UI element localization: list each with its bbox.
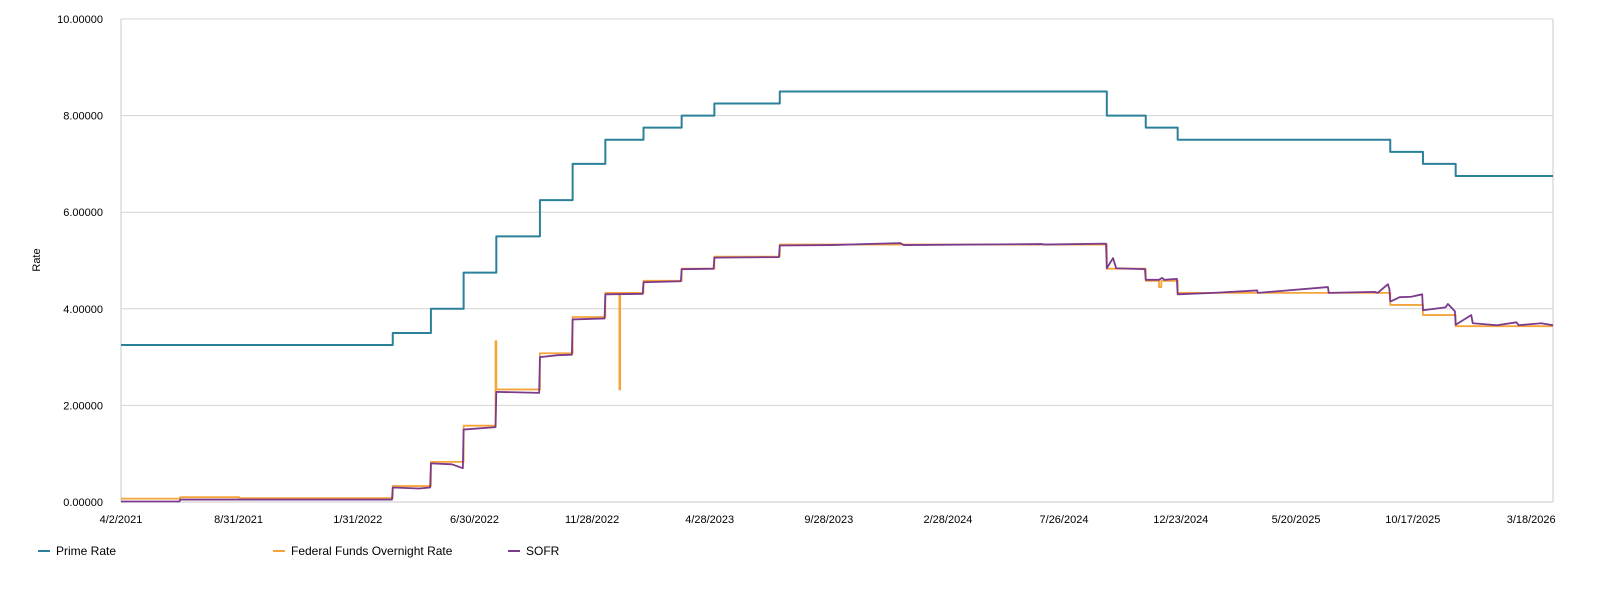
x-tick-label: 1/31/2022 [333, 514, 382, 526]
series-line-3 [121, 242, 1554, 503]
legend: Prime Rate Federal Funds Overnight Rate SO… [38, 544, 560, 558]
y-tick-label: 6.00000 [63, 207, 103, 219]
y-tick-label: 8.00000 [63, 111, 103, 123]
series-line-2 [121, 243, 1553, 500]
x-tick-label: 6/30/2022 [450, 514, 499, 526]
y-tick-label: 10.00000 [57, 14, 103, 26]
x-tick-label: 11/28/2022 [565, 514, 619, 526]
x-tick-label: 5/20/2025 [1272, 514, 1321, 526]
legend-label: Federal Funds Overnight Rate [291, 544, 453, 558]
legend-label: SOFR [526, 544, 560, 558]
plot-frame [120, 19, 1554, 503]
y-tick-label: 0.00000 [63, 497, 103, 509]
x-tick-label: 9/28/2023 [804, 514, 853, 526]
series-lines [121, 90, 1554, 503]
series-line-1 [121, 90, 1553, 347]
legend-label: Prime Rate [56, 544, 116, 558]
x-tick-label: 2/28/2024 [923, 514, 972, 526]
x-tick-label: 7/26/2024 [1040, 514, 1089, 526]
x-tick-label: 10/17/2025 [1385, 514, 1440, 526]
x-tick-label: 12/23/2024 [1153, 514, 1208, 526]
x-tick-label: 4/28/2023 [685, 514, 734, 526]
x-tick-label: 8/31/2021 [214, 514, 263, 526]
y-axis-title: Rate [31, 248, 43, 271]
y-tick-label: 2.00000 [63, 400, 103, 412]
y-tick-label: 4.00000 [63, 304, 103, 316]
y-tick-labels: 0.00000 2.00000 4.00000 6.00000 8.00000 10.00… [57, 14, 103, 509]
x-tick-label: 4/2/2021 [100, 514, 143, 526]
x-tick-label: 3/18/2026 [1507, 514, 1556, 526]
x-tick-labels: 4/2/2021 8/31/2021 1/31/2022 6/30/2022 11/28… [100, 514, 1556, 526]
